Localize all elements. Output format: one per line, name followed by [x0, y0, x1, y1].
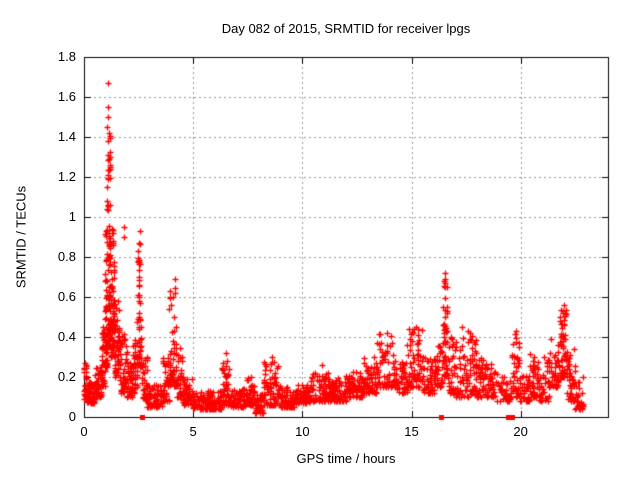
y-tick-label: 0.2	[57, 369, 76, 384]
y-axis-label: SRMTID / TECUs	[13, 185, 29, 289]
y-tick-label: 0	[68, 409, 76, 424]
x-tick-label: 15	[404, 424, 419, 439]
chart-title: Day 082 of 2015, SRMTID for receiver lpg…	[221, 21, 471, 36]
y-tick-label: 0.4	[57, 329, 76, 344]
y-tick-label: 1.8	[57, 49, 76, 64]
y-tick-label: 1.6	[57, 89, 76, 104]
x-tick-label: 5	[189, 424, 197, 439]
x-tick-label: 0	[80, 424, 88, 439]
y-tick-label: 0.8	[57, 249, 76, 264]
x-tick-label: 20	[513, 424, 528, 439]
y-tick-label: 1	[68, 209, 76, 224]
x-tick-label: 10	[295, 424, 310, 439]
x-axis-label: GPS time / hours	[296, 451, 396, 466]
y-tick-label: 0.6	[57, 289, 76, 304]
y-tick-label: 1.4	[57, 129, 76, 144]
y-tick-label: 1.2	[57, 169, 76, 184]
